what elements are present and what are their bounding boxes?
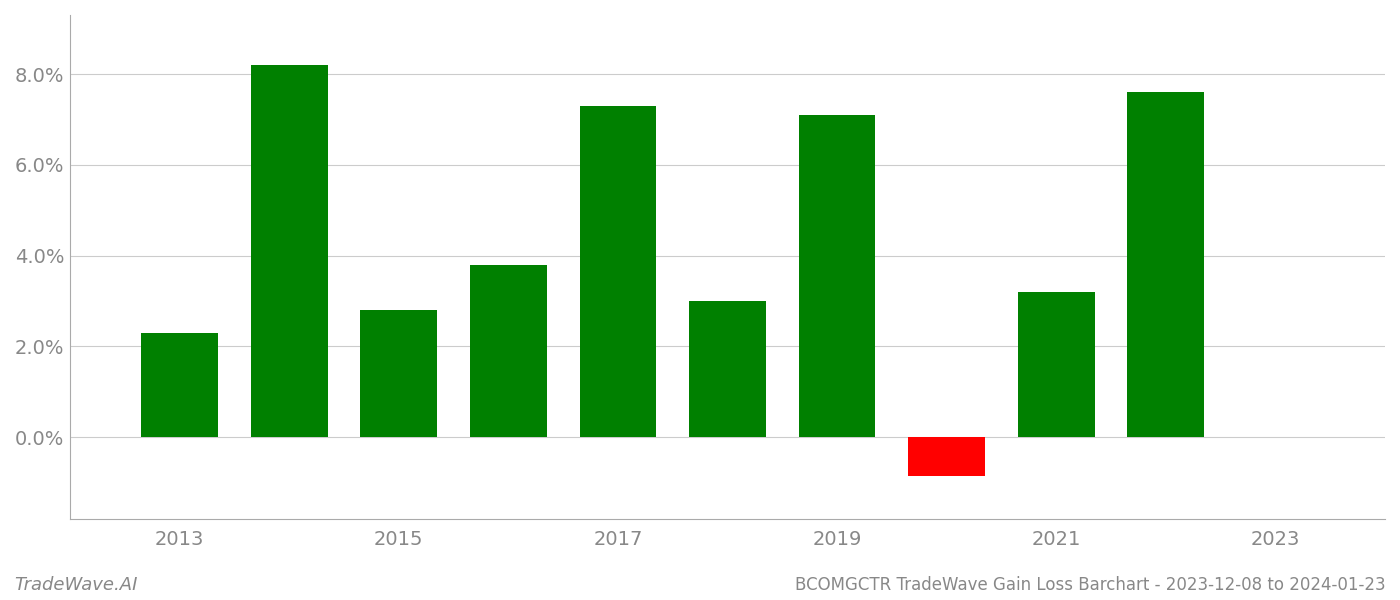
Bar bbox=[909, 437, 986, 476]
Bar bbox=[360, 310, 437, 437]
Bar bbox=[470, 265, 547, 437]
Text: TradeWave.AI: TradeWave.AI bbox=[14, 576, 137, 594]
Text: BCOMGCTR TradeWave Gain Loss Barchart - 2023-12-08 to 2024-01-23: BCOMGCTR TradeWave Gain Loss Barchart - … bbox=[795, 576, 1386, 594]
Bar bbox=[580, 106, 657, 437]
Bar bbox=[1127, 92, 1204, 437]
Bar bbox=[141, 333, 218, 437]
Bar bbox=[251, 65, 328, 437]
Bar bbox=[689, 301, 766, 437]
Bar bbox=[799, 115, 875, 437]
Bar bbox=[1018, 292, 1095, 437]
